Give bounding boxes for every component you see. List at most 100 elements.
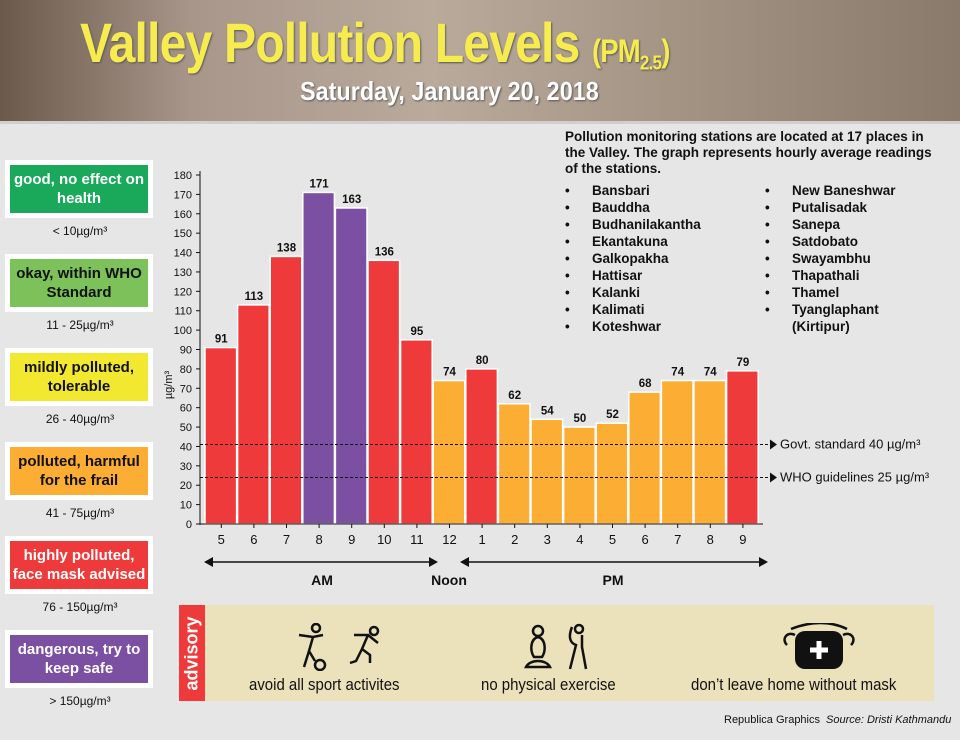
title-text: Valley Pollution Levels <box>80 11 580 74</box>
y-tick-label: 100 <box>174 325 192 337</box>
bar <box>334 207 368 525</box>
bar-value-label: 52 <box>606 409 619 421</box>
pm-label: PM <box>603 572 624 588</box>
station-item: (Kirtipur) <box>792 319 850 334</box>
station-item: Putalisadak <box>765 199 896 216</box>
bar <box>236 304 270 525</box>
y-tick-label: 70 <box>180 383 192 395</box>
face-mask-icon <box>783 623 855 669</box>
reference-label: Govt. standard 40 µg/m³ <box>780 436 921 451</box>
x-tick-label: 6 <box>250 532 257 547</box>
bar-value-label: 113 <box>245 291 264 303</box>
legend-label: okay, within WHO Standard <box>10 259 148 307</box>
bar-value-label: 74 <box>443 367 456 379</box>
bar-value-label: 171 <box>310 178 330 190</box>
x-tick-label: 7 <box>674 532 681 547</box>
station-list-2: New BaneshwarPutalisadakSanepaSatdobatoS… <box>765 182 896 335</box>
y-tick-label: 10 <box>180 500 192 512</box>
station-item: New Baneshwar <box>765 182 896 199</box>
station-item: Budhanilakantha <box>565 216 701 233</box>
pm-text: (PM <box>591 33 641 69</box>
station-item: Hattisar <box>565 267 701 284</box>
y-axis-label: µg/m³ <box>163 370 175 399</box>
y-tick-label: 30 <box>180 461 192 473</box>
x-tick-label: 10 <box>377 532 391 547</box>
x-tick-label: 12 <box>442 532 456 547</box>
y-tick-label: 0 <box>186 519 192 531</box>
y-tick-label: 110 <box>174 306 192 318</box>
y-tick-label: 80 <box>180 364 192 376</box>
station-item: Kalimati <box>565 301 701 318</box>
station-item: Thapathali <box>765 267 896 284</box>
legend-range: 76 - 150µg/m³ <box>42 600 118 614</box>
y-tick-label: 20 <box>180 480 192 492</box>
y-tick-label: 50 <box>180 422 192 434</box>
bar <box>595 422 629 525</box>
legend-range: 11 - 25µg/m³ <box>46 318 114 332</box>
bar <box>465 368 499 525</box>
date-subtitle: Saturday, January 20, 2018 <box>300 76 599 106</box>
advisory-exercise: no physical exercise <box>481 675 616 694</box>
bar-value-label: 80 <box>476 355 489 367</box>
x-tick-label: 8 <box>707 532 714 547</box>
reference-label: WHO guidelines 25 µg/m³ <box>780 470 930 485</box>
reference-arrow <box>770 439 777 450</box>
bar <box>432 379 466 525</box>
station-item: Bansbari <box>565 182 701 199</box>
legend-range: 41 - 75µg/m³ <box>45 506 115 520</box>
reference-arrow <box>770 472 777 483</box>
x-tick-label: 7 <box>283 532 290 547</box>
station-item: Sanepa <box>765 216 896 233</box>
station-item: Thamel <box>765 284 896 301</box>
bar-value-label: 68 <box>639 378 652 390</box>
bar-value-label: 74 <box>671 367 684 379</box>
legend-label: polluted, harmful for the frail <box>10 447 148 495</box>
legend-box: dangerous, try to keep safe <box>5 630 153 688</box>
x-tick-label: 2 <box>511 532 518 547</box>
x-tick-label: 3 <box>544 532 551 547</box>
x-tick-label: 8 <box>315 532 322 547</box>
bar <box>497 403 531 525</box>
bar-value-label: 138 <box>277 242 297 254</box>
legend-range: < 10µg/m³ <box>52 224 108 238</box>
station-list-1: BansbariBauddhaBudhanilakanthaEkantakuna… <box>565 182 701 335</box>
legend-box: highly polluted, face mask advised <box>5 536 153 594</box>
x-tick-label: 11 <box>410 532 424 547</box>
station-item: Galkopakha <box>565 250 701 267</box>
pm-label: (PM2.5) <box>591 33 670 74</box>
y-tick-label: 90 <box>180 345 192 357</box>
legend-range: 26 - 40µg/m³ <box>45 412 115 426</box>
legend-label: dangerous, try to keep safe <box>10 635 148 683</box>
pm-close: ) <box>661 33 670 69</box>
y-tick-label: 40 <box>180 441 192 453</box>
x-tick-label: 6 <box>641 532 648 547</box>
bar-value-label: 54 <box>541 405 554 417</box>
y-tick-label: 170 <box>174 189 192 201</box>
am-label: AM <box>311 572 333 588</box>
y-tick-label: 150 <box>174 228 192 240</box>
x-tick-label: 5 <box>609 532 616 547</box>
legend-label: highly polluted, face mask advised <box>10 541 148 589</box>
sport-icon <box>298 623 380 671</box>
page-title: Valley Pollution Levels (PM2.5) <box>80 10 670 75</box>
y-tick-label: 130 <box>174 267 192 279</box>
bar <box>302 191 336 525</box>
station-item: Ekantakuna <box>565 233 701 250</box>
bar <box>660 379 694 525</box>
bar <box>367 259 401 525</box>
y-tick-label: 180 <box>174 170 192 182</box>
bar <box>628 391 662 525</box>
station-item: Bauddha <box>565 199 701 216</box>
bar <box>399 339 433 525</box>
y-tick-label: 160 <box>174 209 192 221</box>
x-tick-label: 5 <box>218 532 225 547</box>
legend-box: good, no effect on health <box>5 160 153 218</box>
bar-value-label: 163 <box>342 194 361 206</box>
x-tick-label: 4 <box>576 532 583 547</box>
legend-label: mildly polluted, tolerable <box>10 353 148 401</box>
y-tick-label: 140 <box>174 248 192 260</box>
credit-by: Republica Graphics <box>724 714 820 726</box>
bar <box>562 426 596 525</box>
advisory-panel: advisory avoid all sport activites no ph… <box>179 605 934 701</box>
noon-label: Noon <box>431 572 467 588</box>
